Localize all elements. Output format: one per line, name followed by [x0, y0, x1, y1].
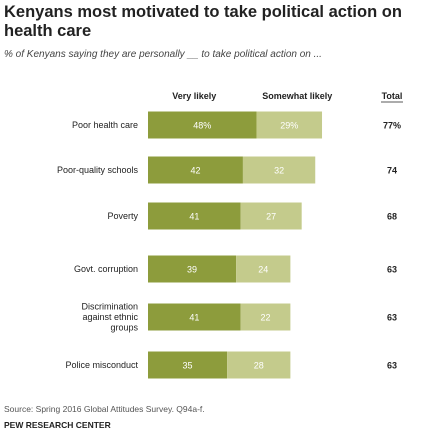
bar-row: Discrimination against ethnic groups 41 22 63 [81, 302, 397, 333]
bar-somewhat-likely [256, 111, 323, 139]
bar-somewhat-likely [236, 255, 291, 283]
bar-somewhat-likely [227, 351, 291, 379]
chart-title: Kenyans most motivated to take political… [4, 3, 402, 40]
bar-very-likely [148, 303, 241, 331]
organization-label: PEW RESEARCH CENTER [4, 420, 111, 430]
bar-somewhat-likely [240, 202, 302, 230]
bar-row: Poverty 41 27 68 [107, 202, 397, 230]
total-value: 63 [387, 313, 397, 323]
total-value: 68 [387, 212, 397, 222]
value-label-somewhat-likely: 28 [254, 361, 264, 371]
bar-very-likely [148, 111, 257, 139]
value-label-very-likely: 41 [189, 313, 199, 323]
total-value: 63 [387, 265, 397, 275]
bar-row: Poor-quality schools 42 32 74 [57, 156, 397, 184]
value-label-very-likely: 35 [183, 361, 193, 371]
bar-somewhat-likely [240, 303, 291, 331]
bar-row: Govt. corruption 39 24 63 [74, 255, 397, 283]
value-label-very-likely: 48% [193, 121, 211, 131]
category-label: Poverty [107, 211, 138, 221]
column-header-very-likely: Very likely [172, 91, 216, 101]
bar-very-likely [148, 202, 241, 230]
column-header-somewhat-likely: Somewhat likely [262, 91, 332, 101]
total-value: 77% [383, 121, 401, 131]
category-label: Discrimination against ethnic groups [81, 302, 138, 333]
bar-very-likely [148, 255, 237, 283]
total-value: 74 [387, 166, 397, 176]
stacked-bar-chart: Very likely Somewhat likely Total Poor hea… [57, 91, 403, 379]
source-note: Source: Spring 2016 Global Attitudes Sur… [4, 404, 205, 414]
value-label-somewhat-likely: 22 [261, 313, 271, 323]
category-label: Poor-quality schools [57, 165, 139, 175]
chart-subtitle: % of Kenyans saying they are personally … [4, 49, 322, 60]
value-label-very-likely: 41 [189, 212, 199, 222]
bar-row: Police misconduct 35 28 63 [65, 351, 397, 379]
value-label-somewhat-likely: 27 [266, 212, 276, 222]
value-label-somewhat-likely: 29% [280, 121, 298, 131]
category-label: Poor health care [72, 120, 138, 130]
value-label-very-likely: 39 [187, 265, 197, 275]
category-label: Govt. corruption [74, 264, 138, 274]
bar-very-likely [148, 351, 228, 379]
bar-very-likely [148, 156, 243, 184]
value-label-somewhat-likely: 32 [274, 166, 284, 176]
value-label-somewhat-likely: 24 [258, 265, 268, 275]
bar-row: Poor health care 48% 29% 77% [72, 111, 401, 139]
bar-somewhat-likely [242, 156, 316, 184]
total-value: 63 [387, 361, 397, 371]
category-label: Police misconduct [65, 360, 138, 370]
value-label-very-likely: 42 [190, 166, 200, 176]
column-header-total: Total [382, 91, 403, 101]
